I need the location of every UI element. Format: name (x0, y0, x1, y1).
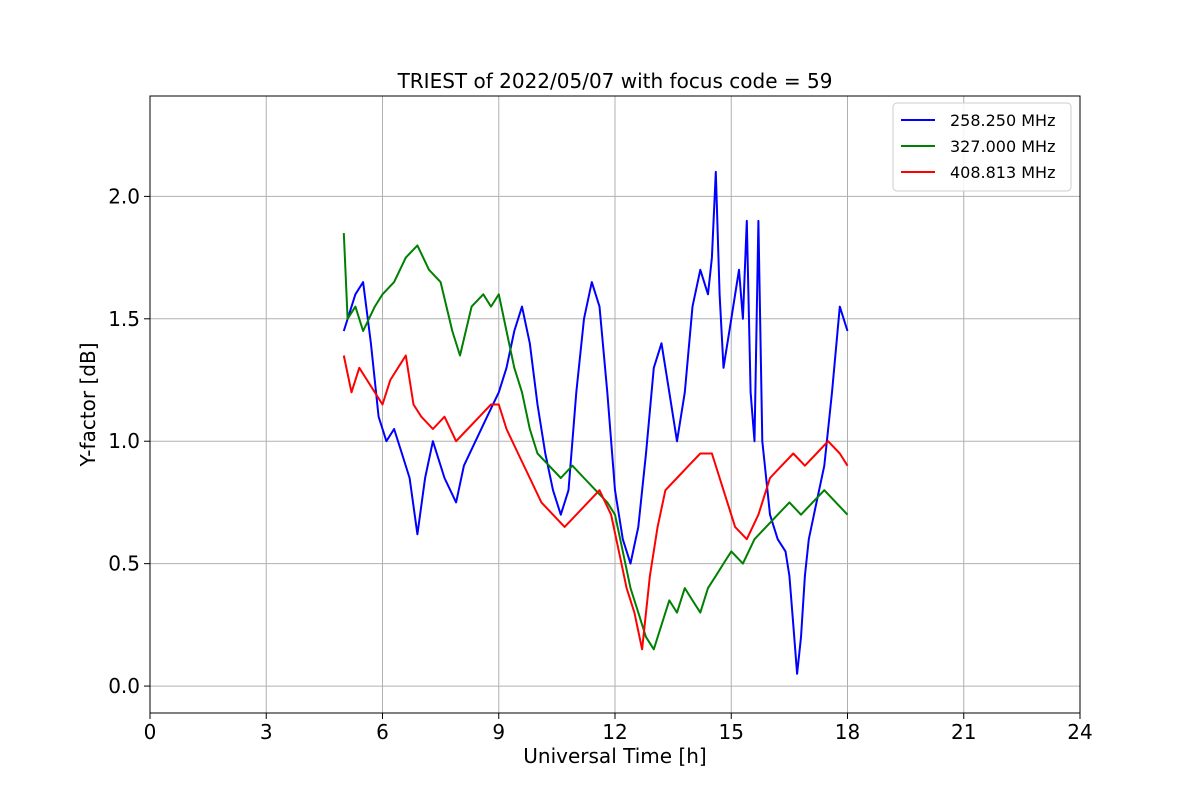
x-tick-label: 21 (951, 720, 976, 744)
x-tick-label: 6 (376, 720, 389, 744)
y-axis-label: Y-factor [dB] (76, 342, 100, 467)
x-axis-label: Universal Time [h] (523, 744, 706, 768)
series-line (342, 354, 849, 651)
y-tick-label: 1.0 (108, 429, 140, 453)
series-line (342, 170, 849, 675)
x-tick-label: 15 (719, 720, 744, 744)
legend: 258.250 MHz 327.000 MHz 408.813 MHz (892, 102, 1072, 192)
ticks: 0 3 6 9 12 15 18 21 24 0.0 0.5 1.0 1.5 2.0 (108, 184, 1093, 744)
legend-label: 258.250 MHz (950, 111, 1055, 130)
x-tick-label: 9 (492, 720, 505, 744)
x-tick-label: 12 (602, 720, 627, 744)
legend-label: 408.813 MHz (950, 163, 1055, 182)
x-tick-label: 24 (1067, 720, 1092, 744)
x-tick-label: 18 (835, 720, 860, 744)
plot-lines (342, 170, 849, 675)
y-tick-label: 2.0 (108, 184, 140, 208)
y-tick-label: 0.5 (108, 552, 140, 576)
chart-title: TRIEST of 2022/05/07 with focus code = 5… (397, 69, 833, 93)
x-tick-label: 0 (144, 720, 157, 744)
x-tick-label: 3 (260, 720, 273, 744)
legend-box (892, 102, 1072, 192)
y-tick-label: 0.0 (108, 674, 140, 698)
legend-label: 327.000 MHz (950, 137, 1055, 156)
y-tick-label: 1.5 (108, 307, 140, 331)
